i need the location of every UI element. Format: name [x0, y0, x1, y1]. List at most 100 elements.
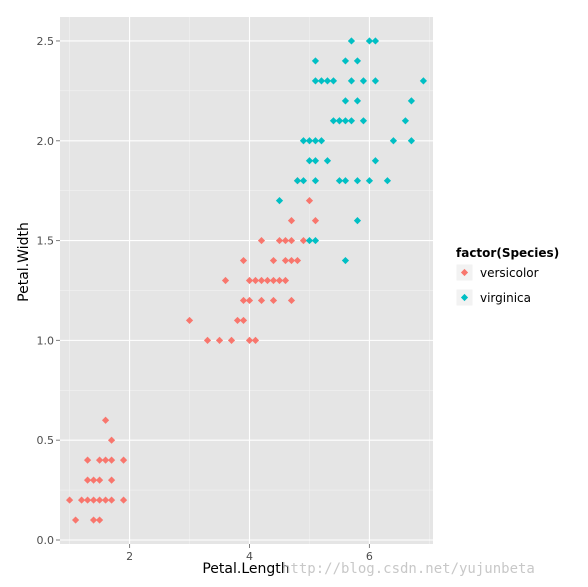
x-axis: 2 4 6	[126, 544, 373, 563]
point-versicolor	[287, 217, 296, 225]
point-virginica	[359, 77, 368, 85]
point-virginica	[407, 137, 416, 145]
point-versicolor	[119, 456, 128, 464]
point-virginica	[341, 97, 350, 105]
point-virginica	[323, 157, 332, 165]
point-versicolor	[245, 336, 254, 344]
point-versicolor	[101, 496, 110, 504]
y-tick-label: 2.0	[37, 135, 55, 148]
point-versicolor	[281, 256, 290, 265]
point-virginica	[389, 137, 398, 145]
point-virginica	[383, 177, 392, 185]
point-versicolor	[257, 276, 266, 285]
point-versicolor	[287, 256, 296, 265]
point-versicolor	[239, 296, 248, 305]
grid-minor	[60, 17, 433, 544]
point-versicolor	[65, 496, 74, 504]
point-versicolor	[293, 256, 302, 265]
point-versicolor	[287, 296, 296, 305]
point-versicolor	[263, 276, 272, 285]
legend-marker-virginica	[460, 293, 469, 302]
point-versicolor	[281, 236, 290, 245]
point-virginica	[335, 177, 344, 185]
point-versicolor	[71, 516, 80, 524]
point-versicolor	[95, 516, 104, 524]
point-versicolor	[239, 256, 248, 265]
point-virginica	[317, 77, 326, 85]
legend-label-virginica: virginica	[480, 291, 531, 305]
point-versicolor	[281, 276, 290, 285]
point-versicolor	[101, 416, 110, 424]
point-versicolor	[251, 276, 260, 285]
watermark: http://blog.csdn.net/yujunbeta	[282, 561, 535, 577]
point-versicolor	[107, 496, 116, 504]
point-versicolor	[299, 236, 308, 245]
point-virginica	[371, 37, 380, 45]
point-versicolor	[107, 476, 116, 484]
point-virginica	[353, 97, 362, 105]
point-virginica	[305, 157, 314, 165]
point-virginica	[311, 137, 320, 145]
point-versicolor	[269, 256, 278, 265]
y-tick-label: 1.5	[37, 235, 55, 248]
point-virginica	[305, 236, 314, 245]
point-virginica	[299, 137, 308, 145]
point-versicolor	[245, 276, 254, 285]
point-virginica	[329, 117, 338, 125]
point-virginica	[353, 57, 362, 65]
point-virginica	[299, 177, 308, 185]
point-versicolor	[119, 496, 128, 504]
point-versicolor	[251, 336, 260, 344]
point-virginica	[401, 117, 410, 125]
point-virginica	[293, 177, 302, 185]
point-versicolor	[305, 197, 314, 205]
point-versicolor	[269, 276, 278, 285]
point-versicolor	[89, 496, 98, 504]
point-virginica	[347, 117, 356, 125]
x-tick-label: 4	[246, 550, 253, 563]
point-virginica	[407, 97, 416, 105]
point-versicolor	[311, 217, 320, 225]
x-tick-label: 2	[126, 550, 133, 563]
point-versicolor	[107, 436, 116, 444]
point-virginica	[341, 256, 350, 265]
point-versicolor	[239, 316, 248, 325]
point-virginica	[275, 197, 284, 205]
point-versicolor	[275, 276, 284, 285]
point-virginica	[359, 117, 368, 125]
point-versicolor	[245, 296, 254, 305]
point-virginica	[353, 217, 362, 225]
point-versicolor	[95, 476, 104, 484]
point-virginica	[335, 117, 344, 125]
point-virginica	[311, 157, 320, 165]
legend-title: factor(Species)	[456, 246, 559, 260]
point-virginica	[365, 177, 374, 185]
y-tick-label: 1.0	[37, 334, 55, 347]
point-versicolor	[257, 236, 266, 245]
data-points	[65, 37, 428, 524]
point-versicolor	[89, 476, 98, 484]
x-axis-title: Petal.Length	[202, 561, 289, 577]
legend-marker-versicolor	[460, 268, 469, 277]
point-virginica	[305, 137, 314, 145]
point-versicolor	[89, 516, 98, 524]
point-versicolor	[233, 316, 242, 325]
point-virginica	[323, 77, 332, 85]
point-versicolor	[185, 316, 194, 325]
point-versicolor	[203, 336, 212, 344]
point-virginica	[371, 77, 380, 85]
x-tick-label: 6	[366, 550, 373, 563]
point-versicolor	[269, 296, 278, 305]
legend: factor(Species) versicolor virginica	[455, 246, 559, 307]
y-axis-title: Petal.Width	[16, 222, 32, 302]
point-versicolor	[95, 496, 104, 504]
point-versicolor	[83, 456, 92, 464]
point-virginica	[317, 137, 326, 145]
point-virginica	[347, 77, 356, 85]
y-axis: 0.0 0.5 1.0 1.5 2.0 2.5	[37, 35, 60, 547]
point-virginica	[353, 177, 362, 185]
point-versicolor	[107, 456, 116, 464]
point-virginica	[311, 77, 320, 85]
legend-label-versicolor: versicolor	[480, 266, 539, 280]
